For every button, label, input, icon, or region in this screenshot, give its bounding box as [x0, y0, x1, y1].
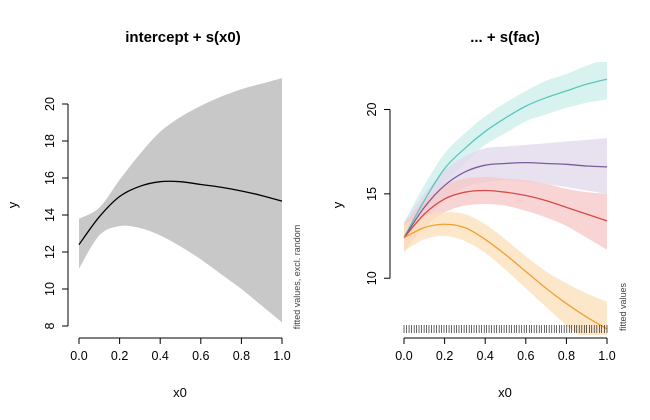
- x-tick-label-0-2: 0.4: [152, 349, 169, 363]
- left-side-note: fitted values, excl. random: [292, 225, 302, 330]
- left-plot-area: [78, 78, 283, 323]
- right-rug: [403, 325, 608, 333]
- y-tick-label-1-2: 20: [365, 102, 379, 116]
- y-tick-label-0-1: 10: [43, 282, 57, 296]
- confidence-band-1-1: [404, 138, 607, 253]
- right-chart-title: ... + s(fac): [470, 29, 540, 46]
- x-tick-label-0-5: 1.0: [273, 349, 290, 363]
- right-y-axis-label: y: [330, 201, 345, 208]
- confidence-band-0-0: [79, 78, 282, 323]
- right-side-note: fitted values: [618, 282, 628, 331]
- right-plot-area: [403, 62, 608, 335]
- y-tick-label-0-0: 8: [43, 322, 57, 329]
- fitted-line-0-0: [78, 180, 283, 245]
- x-tick-label-1-4: 0.8: [558, 349, 575, 363]
- x-tick-label-1-3: 0.6: [517, 349, 534, 363]
- y-tick-label-0-4: 16: [43, 171, 57, 185]
- right-x-axis-label: x0: [498, 385, 512, 400]
- y-tick-label-0-3: 14: [43, 208, 57, 222]
- fitted-line-1-1: [403, 161, 608, 239]
- fitted-line-1-0: [403, 78, 608, 239]
- left-chart-title: intercept + s(x0): [125, 29, 240, 46]
- fitted-line-1-2: [403, 189, 608, 239]
- y-tick-label-0-5: 18: [43, 134, 57, 148]
- y-tick-label-0-2: 12: [43, 245, 57, 259]
- confidence-band-1-0: [404, 62, 607, 253]
- x-tick-label-0-0: 0.0: [70, 349, 87, 363]
- y-tick-label-1-0: 10: [365, 271, 379, 285]
- left-y-axis-label: y: [5, 201, 20, 208]
- x-tick-label-1-2: 0.4: [477, 349, 494, 363]
- confidence-band-1-3: [404, 212, 607, 335]
- x-tick-label-0-3: 0.6: [192, 349, 209, 363]
- left-panel: intercept + s(x0) 0.0 0.2 0.4 0.6 0.8 1.0 8 10 1…: [5, 29, 302, 400]
- x-tick-label-0-4: 0.8: [233, 349, 250, 363]
- left-x-axis-label: x0: [173, 385, 187, 400]
- x-tick-label-1-1: 0.2: [436, 349, 453, 363]
- right-panel: ... + s(fac) 0.0 0.2 0.4 0.6 0.8 1.0 10 15 20 x0…: [330, 29, 628, 400]
- x-tick-label-1-5: 1.0: [598, 349, 615, 363]
- y-tick-label-0-6: 20: [43, 97, 57, 111]
- left-axes: 0.0 0.2 0.4 0.6 0.8 1.0 8 10 12 14 16 18 20: [43, 97, 291, 363]
- x-tick-label-1-0: 0.0: [395, 349, 412, 363]
- right-axes: 0.0 0.2 0.4 0.6 0.8 1.0 10 15 20: [365, 102, 616, 363]
- fitted-line-1-3: [403, 223, 608, 330]
- confidence-band-1-2: [404, 176, 607, 252]
- y-tick-label-1-1: 15: [365, 187, 379, 201]
- x-tick-label-0-1: 0.2: [111, 349, 128, 363]
